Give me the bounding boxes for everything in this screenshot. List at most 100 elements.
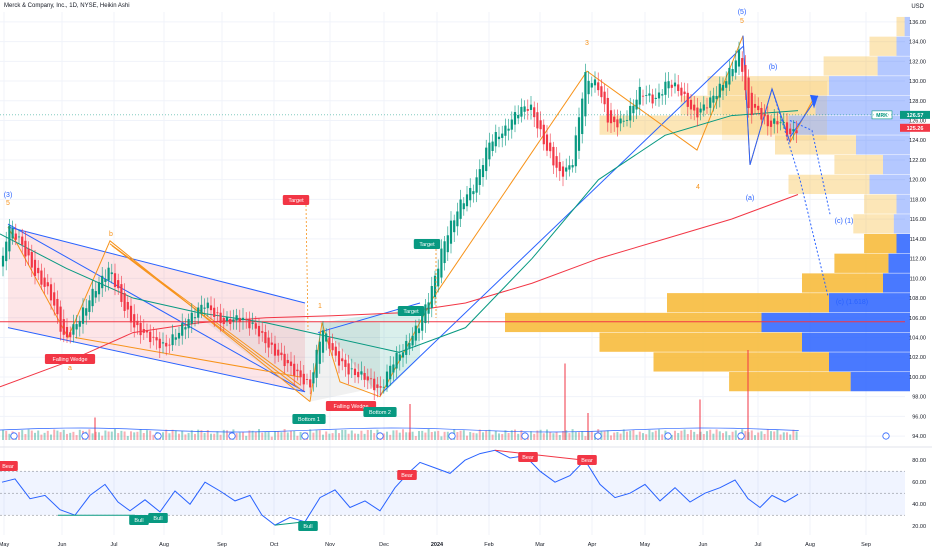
time-tick-label: Jun: [58, 542, 67, 548]
price-marker-value: 125.26: [907, 126, 924, 132]
candle-down: [216, 312, 219, 314]
time-tick-label: Aug: [805, 542, 815, 548]
candle-up: [97, 282, 101, 295]
candle-up: [107, 267, 110, 281]
candle-down: [280, 352, 283, 356]
event-marker-icon: [154, 432, 162, 440]
candle-up: [577, 117, 581, 151]
candle-down: [222, 317, 225, 325]
volume-bar: [117, 433, 120, 440]
candle-down: [129, 305, 133, 323]
candle-up: [430, 286, 433, 309]
volume-bar: [373, 433, 376, 440]
time-tick-label: 2024: [431, 542, 444, 548]
elliott-wave-path: [7, 226, 311, 403]
candle-down: [766, 115, 769, 127]
volume-profile-up-bar: [729, 372, 851, 392]
candle-up: [661, 94, 664, 96]
oscillator-tag-6: Bull: [303, 524, 312, 530]
candle-up: [587, 80, 590, 95]
volume-bar: [696, 434, 699, 440]
volume-bar: [670, 434, 673, 440]
volume-spike-bar: [564, 363, 566, 440]
volume-bar: [62, 429, 65, 440]
candle-up: [94, 291, 97, 298]
volume-bar: [760, 431, 763, 440]
candle-up: [315, 349, 318, 378]
volume-profile-up-bar: [667, 293, 829, 313]
volume-bar: [504, 430, 507, 440]
candle-down: [117, 280, 120, 289]
candle-up: [171, 334, 174, 346]
volume-bar: [219, 434, 222, 440]
wave-label-3: b: [109, 231, 113, 238]
volume-bar: [514, 429, 516, 440]
projection-path: [789, 120, 831, 215]
volume-bar: [226, 430, 228, 440]
candle-down: [49, 284, 53, 301]
candle-up: [721, 85, 725, 91]
candle-up: [523, 106, 526, 112]
pattern-tag-5-bg: [292, 414, 326, 424]
candle-up: [350, 368, 353, 370]
candle-up: [177, 332, 181, 339]
candle-down: [30, 251, 33, 268]
volume-bar: [648, 429, 651, 440]
candle-down: [123, 293, 126, 311]
falling-wedge-1-fill: [8, 227, 305, 392]
volume-bar: [763, 433, 766, 440]
candle-up: [104, 278, 107, 282]
pattern-tag-5: Bottom 1: [298, 417, 320, 423]
candle-down: [677, 84, 680, 91]
volume-bar: [462, 430, 465, 440]
candle-up: [312, 372, 315, 384]
candle-up: [469, 187, 472, 201]
volume-bar: [24, 434, 27, 440]
candle-up: [424, 304, 427, 324]
volume-bar: [216, 431, 219, 440]
candle-up: [1, 255, 5, 267]
candle-up: [459, 199, 462, 219]
candle-down: [558, 161, 561, 172]
volume-bar: [40, 434, 43, 440]
candle-down: [33, 259, 37, 277]
candle-up: [593, 79, 597, 86]
candle-down: [120, 284, 123, 302]
volume-spike-bar: [587, 413, 589, 440]
price-tick-label: 112.00: [910, 257, 926, 263]
price-marker-bg: [900, 110, 930, 119]
event-marker-icon: [228, 432, 236, 440]
candle-up: [728, 67, 731, 85]
candle-down: [533, 107, 536, 118]
volume-profile-down-bar: [883, 273, 910, 293]
volume-bar: [651, 432, 654, 440]
volume-profile-up-bar: [775, 135, 856, 155]
oscillator-tag-3: Bear: [581, 458, 593, 464]
volume-spike-bar: [747, 350, 749, 440]
volume-bar: [149, 430, 152, 440]
candle-up: [318, 341, 321, 364]
volume-profile-down-bar: [815, 95, 910, 116]
oscillator-tag-3-bg: [577, 455, 597, 465]
volume-bar: [194, 433, 196, 440]
candle-up: [712, 95, 715, 103]
volume-bar: [197, 429, 200, 440]
candle-down: [46, 282, 49, 287]
volume-bar: [712, 433, 715, 440]
candle-down: [609, 110, 613, 124]
volume-profile-up-bar: [864, 194, 897, 214]
candle-up: [443, 241, 446, 264]
candle-up: [462, 203, 465, 210]
candle-up: [654, 97, 657, 99]
wave-label-5: 3: [585, 40, 589, 47]
candle-up: [446, 235, 449, 253]
candle-up: [184, 327, 187, 330]
candle-up: [709, 97, 712, 108]
volume-bar: [171, 429, 174, 440]
volume-bar: [392, 430, 395, 440]
candle-up: [421, 315, 424, 331]
volume-bar: [293, 430, 296, 440]
volume-bar: [357, 433, 360, 440]
candle-up: [161, 342, 165, 344]
